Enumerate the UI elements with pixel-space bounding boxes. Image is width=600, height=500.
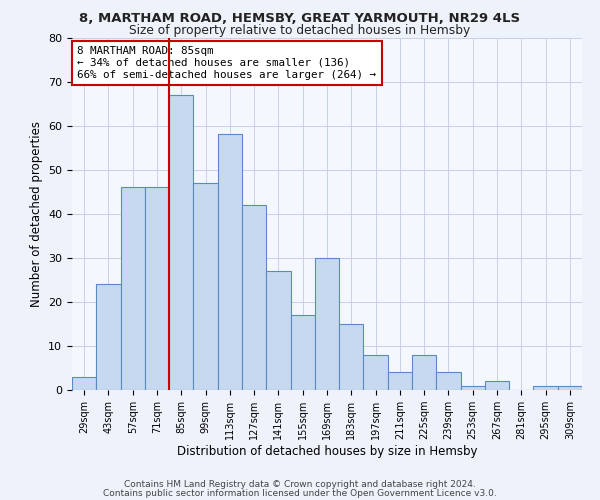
X-axis label: Distribution of detached houses by size in Hemsby: Distribution of detached houses by size … xyxy=(177,445,477,458)
Bar xyxy=(193,183,218,390)
Bar xyxy=(315,258,339,390)
Bar xyxy=(436,372,461,390)
Bar xyxy=(242,205,266,390)
Bar xyxy=(96,284,121,390)
Bar xyxy=(218,134,242,390)
Bar xyxy=(339,324,364,390)
Bar xyxy=(121,188,145,390)
Text: 8 MARTHAM ROAD: 85sqm
← 34% of detached houses are smaller (136)
66% of semi-det: 8 MARTHAM ROAD: 85sqm ← 34% of detached … xyxy=(77,46,376,80)
Bar xyxy=(364,355,388,390)
Bar xyxy=(558,386,582,390)
Bar xyxy=(290,315,315,390)
Bar xyxy=(461,386,485,390)
Text: Contains public sector information licensed under the Open Government Licence v3: Contains public sector information licen… xyxy=(103,488,497,498)
Bar xyxy=(72,377,96,390)
Bar xyxy=(145,188,169,390)
Bar xyxy=(485,381,509,390)
Bar xyxy=(412,355,436,390)
Text: 8, MARTHAM ROAD, HEMSBY, GREAT YARMOUTH, NR29 4LS: 8, MARTHAM ROAD, HEMSBY, GREAT YARMOUTH,… xyxy=(79,12,521,26)
Bar xyxy=(388,372,412,390)
Text: Size of property relative to detached houses in Hemsby: Size of property relative to detached ho… xyxy=(130,24,470,37)
Bar xyxy=(266,271,290,390)
Bar xyxy=(169,95,193,390)
Bar xyxy=(533,386,558,390)
Text: Contains HM Land Registry data © Crown copyright and database right 2024.: Contains HM Land Registry data © Crown c… xyxy=(124,480,476,489)
Y-axis label: Number of detached properties: Number of detached properties xyxy=(29,120,43,306)
